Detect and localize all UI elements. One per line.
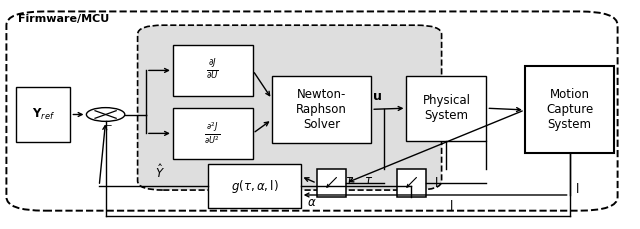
Text: Motion
Capture
System: Motion Capture System [546,88,593,131]
Text: $\alpha$: $\alpha$ [307,196,316,209]
Bar [525,66,614,153]
Text: Firmware/MCU: Firmware/MCU [18,14,109,24]
Text: Newton-
Raphson
Solver: Newton- Raphson Solver [296,88,347,131]
Text: $-$: $-$ [104,119,113,128]
Text: Physical
System: Physical System [422,94,470,122]
Text: $\frac{\partial^2 J}{\partial U^2}$: $\frac{\partial^2 J}{\partial U^2}$ [204,121,221,146]
Bar [317,169,346,197]
Text: u: u [373,90,382,103]
Bar [208,164,301,208]
Bar [16,87,70,142]
FancyBboxPatch shape [138,25,442,190]
Bar [173,45,253,96]
Text: $\frac{\partial J}{\partial U}$: $\frac{\partial J}{\partial U}$ [206,58,220,82]
Text: l: l [435,177,438,190]
Bar [397,169,426,197]
Text: $\hat{Y}$: $\hat{Y}$ [155,163,165,181]
Text: $\tau$: $\tau$ [345,174,354,187]
Bar [173,108,253,159]
Text: l: l [450,200,453,213]
Text: l: l [576,183,579,196]
Text: $\tau$: $\tau$ [364,174,373,187]
Text: $\mathbf{Y}_{ref}$: $\mathbf{Y}_{ref}$ [31,107,55,122]
Bar [272,76,371,143]
Bar [406,76,486,141]
Text: $g(\tau,\alpha,\mathrm{l})$: $g(\tau,\alpha,\mathrm{l})$ [230,177,278,195]
